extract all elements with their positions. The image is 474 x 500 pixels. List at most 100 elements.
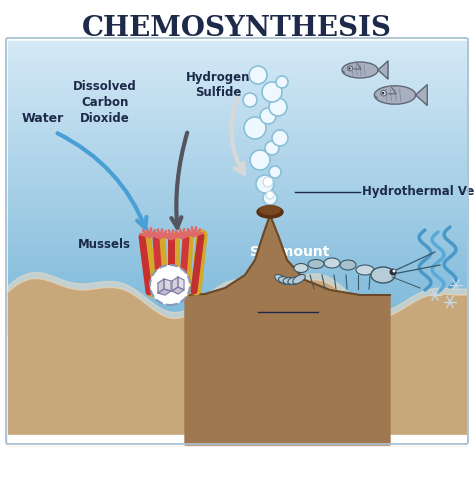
Bar — [8, 331, 466, 335]
Bar — [8, 158, 466, 162]
Bar — [8, 63, 466, 67]
Polygon shape — [354, 62, 361, 69]
Bar — [8, 435, 466, 445]
Text: Dissolved
Carbon
Dioxide: Dissolved Carbon Dioxide — [73, 80, 137, 124]
Circle shape — [390, 268, 396, 276]
Bar — [8, 232, 466, 236]
Bar — [8, 88, 466, 92]
Bar — [8, 327, 466, 332]
Bar — [8, 246, 466, 250]
Bar — [8, 52, 466, 56]
Bar — [8, 305, 466, 310]
Polygon shape — [185, 215, 390, 445]
Bar — [8, 85, 466, 89]
Bar — [8, 195, 466, 199]
Ellipse shape — [371, 267, 395, 283]
Bar — [8, 92, 466, 96]
Text: Hydrothermal Vent: Hydrothermal Vent — [362, 186, 474, 198]
Bar — [8, 184, 466, 188]
Polygon shape — [172, 287, 184, 294]
Bar — [8, 162, 466, 166]
Polygon shape — [158, 279, 164, 293]
Circle shape — [244, 117, 266, 139]
Circle shape — [272, 130, 288, 146]
Bar — [8, 316, 466, 320]
Circle shape — [262, 82, 282, 102]
Bar — [8, 66, 466, 70]
Ellipse shape — [279, 276, 292, 284]
Circle shape — [348, 67, 351, 70]
Text: Water: Water — [22, 112, 64, 124]
Text: Seamount: Seamount — [250, 245, 330, 259]
Bar — [8, 118, 466, 122]
Polygon shape — [158, 289, 171, 295]
Bar — [8, 129, 466, 133]
Bar — [8, 217, 466, 221]
Circle shape — [266, 191, 274, 199]
Bar — [8, 239, 466, 243]
Bar — [8, 70, 466, 74]
Bar — [8, 320, 466, 324]
Bar — [8, 154, 466, 159]
Bar — [8, 220, 466, 225]
Bar — [8, 136, 466, 140]
Bar — [8, 148, 466, 152]
Bar — [8, 272, 466, 276]
Bar — [8, 268, 466, 272]
Bar — [8, 100, 466, 103]
Bar — [8, 166, 466, 170]
Bar — [8, 180, 466, 184]
Bar — [8, 324, 466, 328]
Ellipse shape — [283, 278, 297, 284]
Bar — [8, 44, 466, 48]
Ellipse shape — [260, 206, 280, 214]
Ellipse shape — [356, 265, 374, 275]
Circle shape — [276, 76, 288, 88]
Bar — [8, 265, 466, 269]
Circle shape — [250, 150, 270, 170]
Bar — [8, 74, 466, 78]
Bar — [8, 107, 466, 111]
Bar — [8, 261, 466, 266]
Bar — [8, 41, 466, 45]
Bar — [8, 290, 466, 294]
Bar — [8, 151, 466, 155]
Bar — [8, 126, 466, 130]
Circle shape — [347, 66, 352, 71]
Circle shape — [150, 265, 190, 305]
Circle shape — [243, 93, 257, 107]
Ellipse shape — [340, 260, 356, 270]
Bar — [8, 114, 466, 118]
Bar — [8, 140, 466, 144]
Bar — [8, 192, 466, 196]
Bar — [8, 242, 466, 247]
Bar — [8, 132, 466, 137]
Bar — [8, 173, 466, 177]
Text: CHEMOSYNTHESIS: CHEMOSYNTHESIS — [82, 14, 392, 42]
Bar — [8, 188, 466, 192]
Polygon shape — [378, 61, 388, 79]
Circle shape — [265, 141, 279, 155]
Bar — [8, 122, 466, 126]
Bar — [8, 81, 466, 86]
Bar — [8, 48, 466, 52]
Ellipse shape — [294, 264, 308, 272]
Bar — [8, 176, 466, 181]
Polygon shape — [178, 277, 184, 290]
Bar — [8, 236, 466, 240]
Bar — [8, 312, 466, 316]
Bar — [8, 283, 466, 288]
Text: SEA FLOOR: SEA FLOOR — [193, 373, 281, 387]
Circle shape — [382, 92, 384, 94]
Bar — [8, 170, 466, 173]
Bar — [8, 144, 466, 148]
Polygon shape — [388, 86, 396, 94]
Polygon shape — [172, 277, 178, 291]
Circle shape — [260, 108, 276, 124]
Bar — [8, 302, 466, 306]
Bar — [8, 59, 466, 64]
Circle shape — [269, 166, 281, 178]
Bar — [8, 96, 466, 100]
Circle shape — [263, 177, 273, 187]
Circle shape — [263, 191, 277, 205]
